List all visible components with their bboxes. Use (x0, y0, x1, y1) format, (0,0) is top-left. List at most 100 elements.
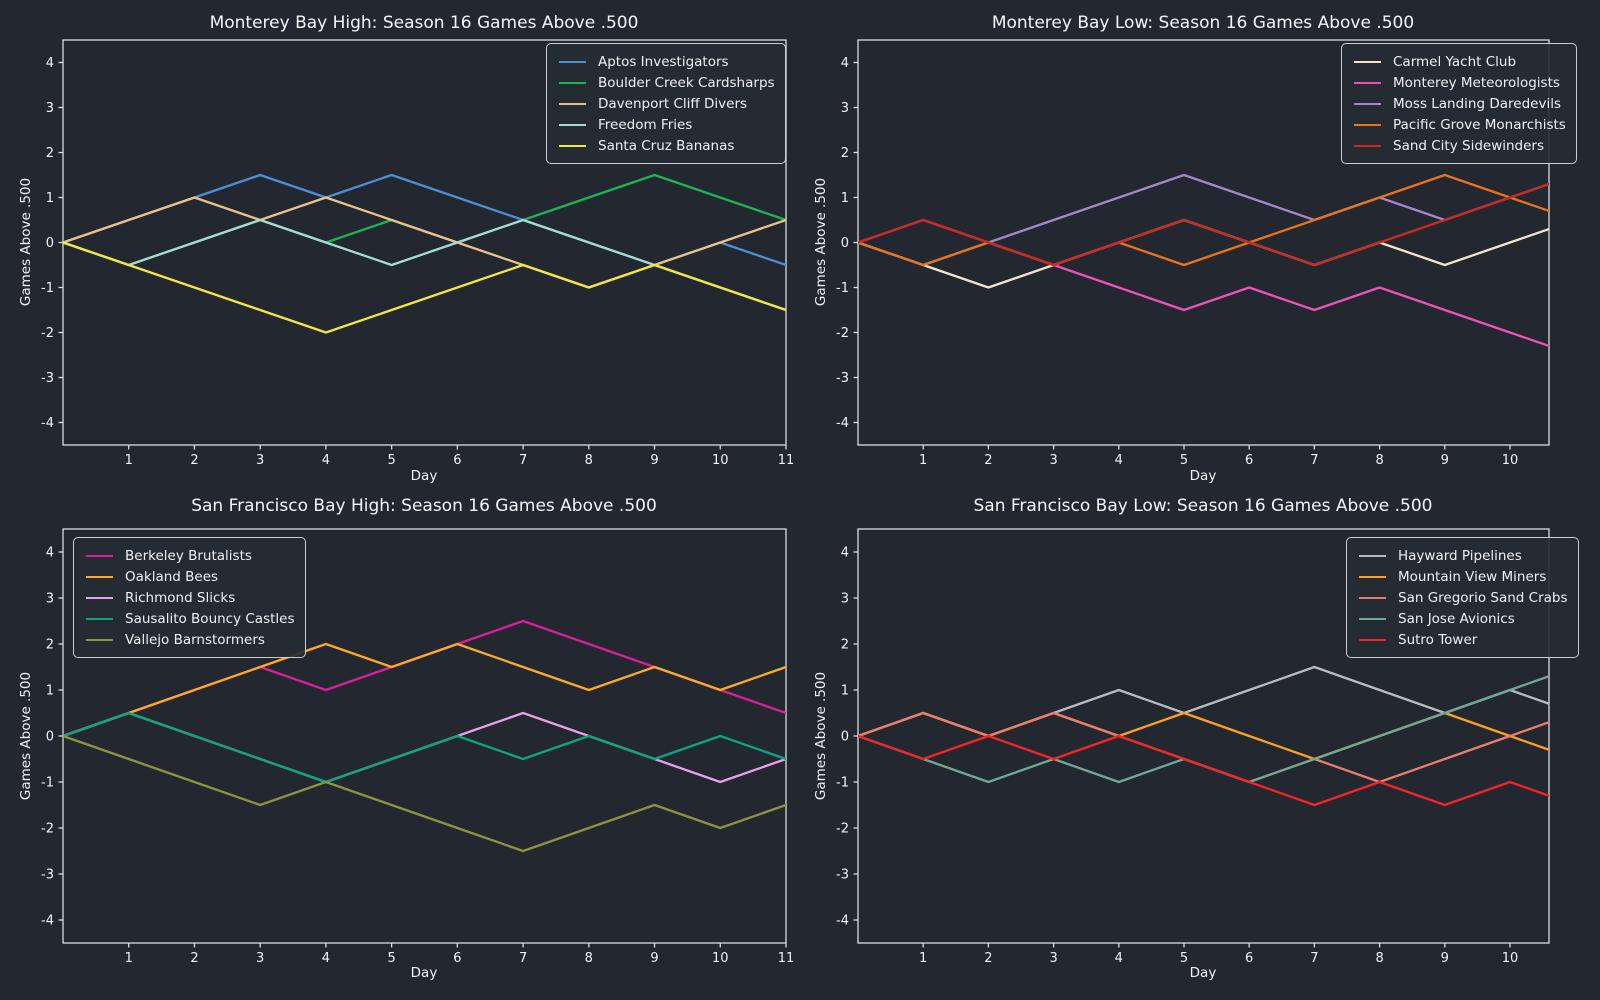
x-tick-label: 7 (519, 453, 527, 468)
x-tick-label: 2 (984, 453, 992, 468)
x-tick-label: 1 (919, 951, 927, 966)
legend-item: Aptos Investigators (559, 51, 775, 72)
y-tick-label: 4 (841, 546, 849, 561)
x-tick-label: 11 (778, 453, 795, 468)
legend-monterey-low: Carmel Yacht Club Monterey Meteorologists… (1341, 43, 1577, 164)
y-tick-label: 3 (46, 101, 54, 116)
y-tick-label: -2 (836, 326, 849, 341)
legend-line-swatch (86, 638, 113, 641)
x-tick-label: 7 (1310, 951, 1318, 966)
x-tick-label: 2 (190, 951, 198, 966)
legend-sf-low: Hayward Pipelines Mountain View Miners San… (1346, 537, 1579, 658)
y-tick-label: 0 (841, 730, 849, 745)
y-tick-label: 1 (841, 191, 849, 206)
y-tick-label: 1 (46, 684, 54, 699)
legend-item: Freedom Fries (559, 114, 775, 135)
legend-label: Aptos Investigators (598, 53, 729, 70)
y-tick-label: 3 (46, 592, 54, 607)
x-tick-label: 8 (585, 951, 593, 966)
legend-line-swatch (86, 554, 113, 557)
y-tick-label: 4 (841, 56, 849, 71)
series-line-davenport-cliff-divers (63, 196, 786, 289)
x-tick-label: 7 (519, 951, 527, 966)
legend-item: San Gregorio Sand Crabs (1359, 587, 1568, 608)
series-line-freedom-fries (63, 218, 786, 312)
legend-item: Boulder Creek Cardsharps (559, 72, 775, 93)
y-tick-label: 1 (841, 684, 849, 699)
legend-item: Hayward Pipelines (1359, 545, 1568, 566)
legend-item: Berkeley Brutalists (86, 545, 295, 566)
x-tick-label: 3 (256, 951, 264, 966)
y-tick-label: -2 (41, 326, 54, 341)
y-tick-label: 2 (46, 638, 54, 653)
legend-label: Carmel Yacht Club (1393, 53, 1517, 70)
legend-label: Berkeley Brutalists (125, 547, 252, 564)
legend-line-swatch (1359, 554, 1386, 557)
legend-label: Mountain View Miners (1398, 568, 1547, 585)
legend-line-swatch (1354, 60, 1381, 63)
x-tick-label: 2 (190, 453, 198, 468)
y-tick-label: -2 (41, 822, 54, 837)
x-tick-label: 10 (712, 453, 729, 468)
x-tick-label: 4 (1115, 951, 1123, 966)
legend-line-swatch (86, 575, 113, 578)
y-tick-label: 4 (46, 56, 54, 71)
y-tick-label: 2 (841, 146, 849, 161)
legend-label: San Gregorio Sand Crabs (1398, 589, 1568, 606)
legend-item: Sausalito Bouncy Castles (86, 608, 295, 629)
y-tick-label: 0 (46, 730, 54, 745)
x-tick-label: 5 (387, 453, 395, 468)
legend-item: Vallejo Barnstormers (86, 629, 295, 650)
y-tick-label: -1 (836, 281, 849, 296)
series-line-oakland-bees (63, 642, 786, 738)
x-tick-label: 10 (712, 951, 729, 966)
y-tick-label: -4 (41, 914, 54, 929)
y-tick-label: -4 (41, 416, 54, 431)
x-tick-label: 9 (650, 453, 658, 468)
legend-label: Sand City Sidewinders (1393, 137, 1545, 154)
legend-label: Sutro Tower (1398, 631, 1478, 648)
legend-item: Mountain View Miners (1359, 566, 1568, 587)
series-line-sutro-tower (858, 734, 1549, 807)
legend-line-swatch (86, 596, 113, 599)
series-line-vallejo-barnstormers (63, 734, 786, 853)
x-tick-label: 6 (453, 453, 461, 468)
x-tick-label: 5 (1180, 453, 1188, 468)
x-tick-label: 1 (125, 453, 133, 468)
legend-line-swatch (1354, 123, 1381, 126)
x-tick-label: 9 (1441, 951, 1449, 966)
legend-label: Moss Landing Daredevils (1393, 95, 1561, 112)
legend-label: Monterey Meteorologists (1393, 74, 1560, 91)
legend-line-swatch (559, 123, 586, 126)
x-tick-label: 4 (322, 453, 330, 468)
legend-label: Oakland Bees (125, 568, 219, 585)
legend-item: Sutro Tower (1359, 629, 1568, 650)
x-tick-label: 4 (322, 951, 330, 966)
series-group (858, 173, 1549, 348)
y-tick-label: 4 (46, 546, 54, 561)
y-tick-label: 2 (841, 638, 849, 653)
x-tick-label: 6 (1245, 453, 1253, 468)
legend-line-swatch (1359, 596, 1386, 599)
legend-line-swatch (559, 102, 586, 105)
xlabel-sf-low: Day (1189, 965, 1217, 981)
legend-item: Richmond Slicks (86, 587, 295, 608)
x-tick-label: 1 (919, 453, 927, 468)
legend-line-swatch (1354, 144, 1381, 147)
y-tick-label: -3 (836, 868, 849, 883)
legend-item: Moss Landing Daredevils (1354, 93, 1566, 114)
chart-title-monterey-low: Monterey Bay Low: Season 16 Games Above … (991, 13, 1415, 33)
legend-item: San Jose Avionics (1359, 608, 1568, 629)
legend-monterey-high: Aptos Investigators Boulder Creek Cardsha… (546, 43, 786, 164)
series-line-santa-cruz-bananas (63, 241, 786, 334)
legend-label: Santa Cruz Bananas (598, 137, 735, 154)
legend-item: Sand City Sidewinders (1354, 135, 1566, 156)
y-tick-label: -1 (41, 776, 54, 791)
series-line-pacific-grove-monarchists (858, 173, 1549, 267)
y-tick-label: -4 (836, 914, 849, 929)
x-tick-label: 5 (1180, 951, 1188, 966)
y-tick-label: -3 (836, 371, 849, 386)
x-tick-label: 5 (387, 951, 395, 966)
legend-label: Davenport Cliff Divers (598, 95, 748, 112)
x-tick-label: 3 (1049, 453, 1057, 468)
